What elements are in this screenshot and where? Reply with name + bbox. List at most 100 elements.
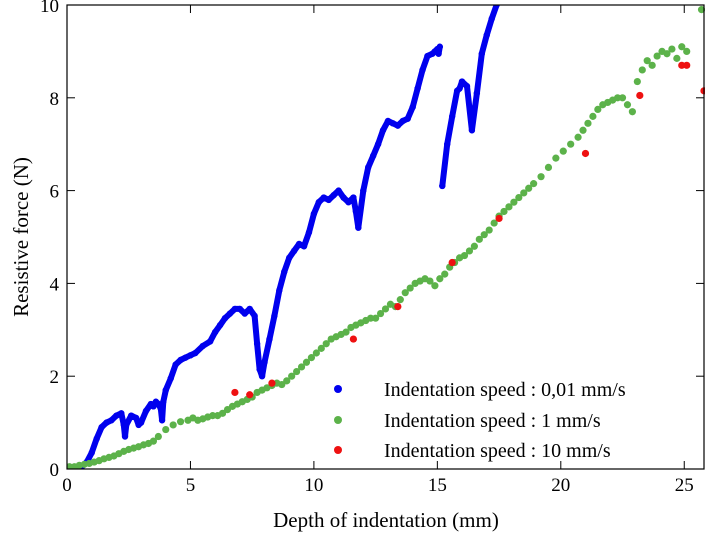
y-tick-label: 6 xyxy=(50,182,60,203)
data-point xyxy=(678,43,686,51)
data-point xyxy=(352,208,360,215)
data-point xyxy=(322,340,330,348)
data-point xyxy=(365,164,372,171)
data-point xyxy=(158,417,166,424)
plot-frame xyxy=(66,4,705,470)
data-point xyxy=(465,247,474,255)
data-point xyxy=(369,152,377,159)
data-point xyxy=(93,435,100,443)
data-point xyxy=(376,309,385,318)
data-point xyxy=(142,407,150,415)
data-point xyxy=(211,328,219,336)
data-point xyxy=(127,412,135,419)
y-tick-label: 4 xyxy=(50,274,60,295)
data-point xyxy=(460,251,469,260)
legend: Indentation speed : 0,01 mm/s Indentatio… xyxy=(334,379,626,462)
data-point xyxy=(436,43,444,50)
legend-label-1: Indentation speed : 1 mm/s xyxy=(384,410,601,432)
data-point xyxy=(475,235,483,243)
data-point xyxy=(297,363,306,371)
data-point xyxy=(182,354,189,361)
series-1 xyxy=(67,6,705,469)
y-axis: 0 2 4 6 8 10 xyxy=(40,0,704,481)
data-point xyxy=(683,47,691,56)
x-tick-label: 5 xyxy=(186,475,196,496)
data-point xyxy=(458,78,466,85)
data-point xyxy=(286,254,293,262)
data-point xyxy=(88,449,95,456)
data-point xyxy=(167,375,174,382)
y-tick-label: 8 xyxy=(50,89,60,110)
data-point xyxy=(374,141,382,148)
data-point xyxy=(216,321,224,329)
data-point xyxy=(310,210,318,217)
data-point xyxy=(121,433,129,440)
data-point xyxy=(389,120,397,127)
data-point xyxy=(643,57,651,65)
data-point xyxy=(589,112,597,120)
data-point xyxy=(320,194,327,201)
data-point xyxy=(256,366,263,373)
data-point xyxy=(678,61,686,69)
data-point xyxy=(581,149,590,158)
data-point xyxy=(253,340,261,347)
data-point xyxy=(345,199,352,206)
data-point xyxy=(231,305,239,313)
data-point xyxy=(209,412,217,420)
data-point xyxy=(409,103,416,111)
data-point xyxy=(276,287,283,294)
x-axis-title: Depth of indentation (mm) xyxy=(273,508,499,532)
plot-area xyxy=(67,5,705,469)
data-point xyxy=(350,194,357,201)
data-point xyxy=(618,94,627,102)
series-0 xyxy=(67,5,500,469)
data-point xyxy=(118,410,125,417)
data-point xyxy=(335,187,342,194)
data-point xyxy=(103,419,110,426)
data-point xyxy=(505,203,513,211)
data-point xyxy=(307,354,316,362)
data-point xyxy=(638,66,646,74)
data-point xyxy=(628,108,636,116)
data-point xyxy=(236,305,244,313)
data-point xyxy=(396,296,404,304)
data-point xyxy=(98,424,105,431)
data-point xyxy=(199,342,206,350)
y-tick-label: 2 xyxy=(50,367,60,388)
data-point xyxy=(246,391,254,399)
data-point xyxy=(510,198,518,206)
data-point xyxy=(530,180,538,188)
data-point xyxy=(207,338,214,345)
data-point xyxy=(176,418,185,426)
data-point xyxy=(355,224,362,231)
data-point xyxy=(584,119,592,127)
data-point xyxy=(218,409,227,417)
data-point xyxy=(367,314,375,322)
data-point xyxy=(268,379,276,387)
data-point xyxy=(683,61,691,69)
data-point xyxy=(663,50,671,58)
data-point xyxy=(525,184,533,192)
data-point xyxy=(160,398,167,405)
data-point xyxy=(394,303,402,311)
data-point xyxy=(653,52,661,60)
legend-marker-2 xyxy=(334,446,342,454)
data-point xyxy=(404,115,411,122)
data-point xyxy=(439,182,446,190)
data-point xyxy=(613,94,622,102)
data-point xyxy=(305,229,313,236)
data-point xyxy=(288,372,296,380)
data-point xyxy=(192,349,199,357)
data-point xyxy=(137,419,145,426)
data-point xyxy=(154,432,162,441)
data-point xyxy=(162,386,169,394)
y-tick-label: 0 xyxy=(50,460,60,481)
data-point xyxy=(290,247,298,255)
data-point xyxy=(241,310,248,317)
data-point xyxy=(113,412,120,419)
data-point xyxy=(315,199,323,206)
data-point xyxy=(444,141,451,148)
data-point xyxy=(636,91,644,100)
data-point xyxy=(226,310,234,317)
